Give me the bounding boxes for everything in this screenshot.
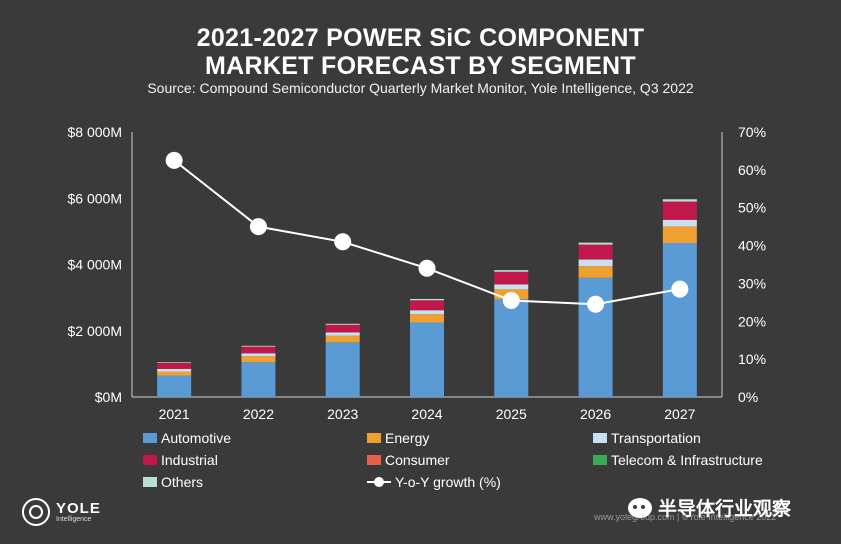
growth-point-2024: [418, 259, 436, 277]
bar-energy-2026: [578, 266, 613, 278]
legend-item-others: Others: [143, 474, 203, 490]
bar-transportation-2021: [157, 368, 192, 372]
bar-transportation-2024: [410, 310, 444, 315]
legend-swatch: [367, 433, 381, 443]
legend-item-transportation: Transportation: [593, 430, 701, 446]
bar-others-2027: [662, 199, 697, 202]
yole-logo-icon: [22, 498, 50, 526]
x-tick-label: 2024: [411, 406, 442, 422]
bar-transportation-2025: [494, 284, 529, 290]
legend-item-telecom-infrastructure: Telecom & Infrastructure: [593, 452, 763, 468]
chart-title-line-1: 2021-2027 POWER SiC COMPONENT: [196, 24, 645, 52]
bar-energy-2027: [662, 226, 697, 243]
bar-energy-2024: [410, 314, 444, 323]
bar-others-2025: [494, 270, 529, 272]
x-tick-label: 2023: [327, 406, 358, 422]
growth-point-2027: [671, 280, 689, 298]
legend-swatch: [143, 433, 157, 443]
bar-others-2023: [325, 323, 360, 325]
legend-item-y-o-y-growth: Y-o-Y growth (%): [367, 474, 501, 490]
bar-energy-2023: [325, 335, 360, 343]
bar-automotive-2021: [157, 375, 192, 397]
watermark-text: 半导体行业观察: [658, 499, 792, 520]
bar-transportation-2023: [325, 332, 360, 336]
legend-item-energy: Energy: [367, 430, 429, 446]
legend-swatch: [143, 455, 157, 465]
y-left-tick-label: $2 000M: [68, 323, 122, 339]
bar-others-2021: [157, 362, 192, 363]
y-right-tick-label: 0%: [738, 389, 758, 405]
growth-point-2023: [334, 233, 352, 251]
x-tick-label: 2021: [159, 406, 190, 422]
chart-title-line-2: MARKET FORECAST BY SEGMENT: [205, 52, 636, 80]
bar-automotive-2026: [578, 277, 613, 397]
bar-transportation-2022: [241, 353, 276, 357]
legend-label: Industrial: [161, 452, 218, 468]
y-right-tick-label: 20%: [738, 313, 766, 329]
bar-industrial-2022: [241, 346, 276, 354]
growth-point-2022: [249, 218, 267, 236]
y-right-tick-label: 30%: [738, 275, 766, 291]
legend-item-industrial: Industrial: [143, 452, 218, 468]
bar-automotive-2022: [241, 362, 276, 397]
legend-label: Energy: [385, 430, 430, 446]
legend-label: Transportation: [611, 430, 701, 446]
bar-transportation-2026: [578, 259, 613, 267]
bar-transportation-2027: [662, 219, 697, 227]
watermark: 半导体行业观察: [628, 494, 791, 521]
legend-swatch: [367, 455, 381, 465]
bar-others-2026: [578, 242, 613, 245]
bar-energy-2021: [157, 371, 192, 376]
bar-industrial-2027: [662, 201, 697, 220]
y-left-tick-label: $6 000M: [68, 190, 122, 206]
y-left-tick-label: $8 000M: [68, 124, 122, 140]
legend-label: Telecom & Infrastructure: [611, 452, 763, 468]
y-left-tick-label: $0M: [95, 389, 122, 405]
chart-source: Source: Compound Semiconductor Quarterly…: [147, 80, 694, 96]
legend-swatch: [593, 433, 607, 443]
bar-automotive-2027: [662, 242, 697, 397]
growth-point-2021: [165, 151, 183, 169]
bar-industrial-2021: [157, 362, 192, 369]
x-tick-label: 2026: [580, 406, 611, 422]
legend-label: Automotive: [161, 430, 232, 446]
legend-swatch: [593, 455, 607, 465]
bar-industrial-2026: [578, 244, 613, 260]
growth-point-2026: [587, 295, 605, 313]
y-right-tick-label: 50%: [738, 200, 766, 216]
bar-energy-2022: [241, 356, 276, 363]
bar-others-2024: [410, 298, 444, 301]
x-tick-label: 2027: [664, 406, 695, 422]
x-tick-label: 2022: [243, 406, 274, 422]
footer-url: www.yolegroup.com | ©Yole Intelligence 2…: [594, 512, 777, 522]
bar-industrial-2023: [325, 324, 360, 333]
legend-label: Y-o-Y growth (%): [395, 474, 501, 490]
chart-title: 2021-2027 POWER SiC COMPONENT MARKET FOR…: [0, 24, 841, 80]
x-tick-label: 2025: [496, 406, 527, 422]
y-right-tick-label: 40%: [738, 238, 766, 254]
y-right-tick-label: 60%: [738, 162, 766, 178]
wechat-icon: [628, 497, 652, 518]
legend-item-consumer: Consumer: [367, 452, 450, 468]
bar-automotive-2025: [494, 299, 529, 397]
yole-logo: YOLE Intelligence: [22, 498, 101, 526]
y-right-tick-label: 70%: [738, 124, 766, 140]
legend-line-marker: [367, 477, 391, 487]
bar-industrial-2024: [410, 300, 444, 311]
legend-swatch: [143, 477, 157, 487]
yole-logo-sub: Intelligence: [56, 516, 92, 523]
legend-label: Consumer: [385, 452, 450, 468]
yole-logo-name: YOLE: [56, 500, 101, 517]
bar-automotive-2023: [325, 342, 360, 397]
y-left-tick-label: $4 000M: [68, 257, 122, 273]
bar-others-2022: [241, 345, 276, 347]
y-right-tick-label: 10%: [738, 351, 766, 367]
bar-industrial-2025: [494, 271, 529, 285]
growth-point-2025: [502, 291, 520, 309]
bar-automotive-2024: [410, 322, 444, 397]
legend-label: Others: [161, 474, 204, 490]
legend-item-automotive: Automotive: [143, 430, 231, 446]
